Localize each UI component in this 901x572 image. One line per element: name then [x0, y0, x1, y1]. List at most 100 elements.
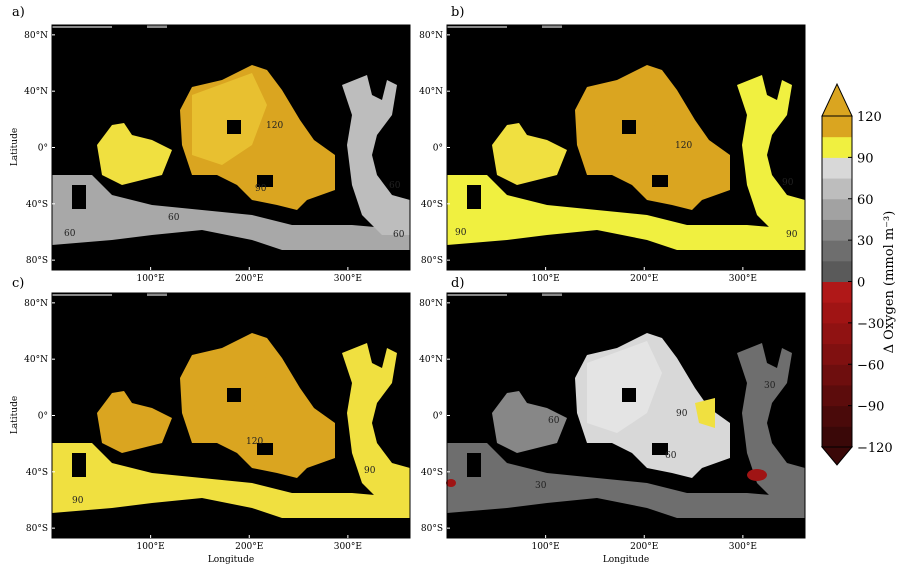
colorbar-tick-label: −120: [857, 441, 893, 456]
land: [72, 185, 86, 209]
colorbar-tick-label: 90: [857, 151, 874, 166]
contour-label: 90: [782, 178, 794, 188]
contour-label: 120: [246, 437, 263, 447]
x-tick-label: 300°E: [334, 542, 362, 552]
colorbar-band: [822, 344, 852, 365]
land: [652, 175, 668, 187]
colorbar-band: [822, 240, 852, 261]
colorbar-band: [822, 116, 852, 137]
x-label: Longitude: [208, 555, 254, 565]
colorbar-tick-label: −90: [857, 400, 884, 415]
colorbar-tick-label: 60: [857, 193, 874, 208]
colorbar-band: [822, 406, 852, 427]
y-tick-label: 80°S: [26, 256, 48, 266]
y-tick-label: 40°N: [419, 355, 443, 365]
y-tick-label: 40°S: [421, 200, 443, 210]
x-label: Longitude: [603, 555, 649, 565]
y-tick-label: 80°N: [24, 299, 48, 309]
panel-label: d): [451, 276, 464, 291]
y-tick-label: 0°: [433, 144, 443, 154]
y-tick-label: 40°N: [24, 355, 48, 365]
contour-label: 90: [455, 228, 467, 238]
colorbar-band: [822, 323, 852, 344]
land: [622, 120, 636, 134]
panel-label: b): [451, 5, 464, 20]
contour-label: 60: [168, 213, 180, 223]
colorbar-tick-label: −30: [857, 317, 884, 332]
colorbar-band: [822, 219, 852, 240]
contour-label: 120: [675, 141, 692, 151]
colorbar-tick-label: 30: [857, 234, 874, 249]
contour-label: 60: [665, 451, 677, 461]
land: [467, 185, 481, 209]
y-tick-label: 80°S: [26, 524, 48, 534]
colorbar-band: [822, 282, 852, 303]
y-tick-label: 0°: [433, 412, 443, 422]
y-label: Latitude: [10, 128, 20, 166]
y-tick-label: 40°N: [24, 87, 48, 97]
contour-label: 30: [535, 481, 547, 491]
colorbar-band: [822, 364, 852, 385]
contour-label: 60: [393, 230, 405, 240]
y-tick-label: 40°S: [421, 468, 443, 478]
contour-label: 90: [786, 230, 798, 240]
colorbar-band: [822, 199, 852, 220]
land: [227, 120, 241, 134]
ocean-region: [747, 469, 767, 481]
colorbar-band: [822, 157, 852, 178]
contour-label: 90: [255, 184, 267, 194]
contour-label: 60: [548, 416, 560, 426]
land: [467, 453, 481, 477]
contour-label: 90: [364, 466, 376, 476]
y-label: Latitude: [10, 396, 20, 434]
y-tick-label: 40°S: [26, 468, 48, 478]
colorbar-tick-label: 120: [857, 110, 882, 125]
map-panel: 80°N 40°N 0° 40°S 80°S 100°E 200°E 300°E: [419, 25, 805, 284]
contour-label: 90: [72, 496, 84, 506]
colorbar-band: [822, 302, 852, 323]
colorbar-extend: [822, 447, 852, 465]
y-tick-label: 80°N: [419, 31, 443, 41]
x-tick-label: 100°E: [136, 274, 164, 284]
x-tick-label: 200°E: [235, 542, 263, 552]
land: [622, 388, 636, 402]
y-tick-label: 80°S: [421, 524, 443, 534]
panel-label: c): [12, 276, 24, 291]
colorbar-band: [822, 261, 852, 282]
x-tick-label: 100°E: [531, 542, 559, 552]
colorbar-extend: [822, 84, 852, 116]
map-panel: 80°N 40°N 0° 40°S 80°S 100°E 200°E 300°E: [24, 293, 410, 552]
colorbar-band: [822, 178, 852, 199]
map-panel: 80°N 40°N 0° 40°S 80°S 100°E 200°E 300°E: [24, 25, 410, 284]
contour-label: 120: [266, 121, 283, 131]
panel-label: a): [12, 5, 25, 20]
y-tick-label: 80°N: [24, 31, 48, 41]
y-tick-label: 40°N: [419, 87, 443, 97]
x-tick-label: 300°E: [729, 542, 757, 552]
x-tick-label: 200°E: [630, 542, 658, 552]
y-tick-label: 0°: [38, 144, 48, 154]
contour-label: 60: [64, 229, 76, 239]
x-tick-label: 300°E: [729, 274, 757, 284]
x-tick-label: 200°E: [235, 274, 263, 284]
panels: 80°N 40°N 0° 40°S 80°S 100°E 200°E 300°E 80°N 40°…: [24, 25, 805, 552]
colorbar-tick-label: −60: [857, 358, 884, 373]
colorbar-tick-label: 0: [857, 276, 865, 291]
x-tick-label: 200°E: [630, 274, 658, 284]
y-tick-label: 40°S: [26, 200, 48, 210]
y-tick-label: 0°: [38, 412, 48, 422]
y-tick-label: 80°S: [421, 256, 443, 266]
map-panel: 80°N 40°N 0° 40°S 80°S 100°E 200°E 300°E: [419, 293, 805, 552]
colorbar-band: [822, 137, 852, 158]
land: [72, 453, 86, 477]
x-tick-label: 100°E: [136, 542, 164, 552]
colorbar-band: [822, 426, 852, 447]
y-tick-label: 80°N: [419, 299, 443, 309]
figure: 80°N 40°N 0° 40°S 80°S 100°E 200°E 300°E 80°N 40°…: [0, 0, 901, 568]
x-tick-label: 300°E: [334, 274, 362, 284]
x-tick-label: 100°E: [531, 274, 559, 284]
contour-label: 90: [676, 409, 688, 419]
contour-label: 30: [764, 381, 776, 391]
colorbar-band: [822, 385, 852, 406]
colorbar-label: Δ Oxygen (mmol m⁻³): [882, 211, 897, 354]
